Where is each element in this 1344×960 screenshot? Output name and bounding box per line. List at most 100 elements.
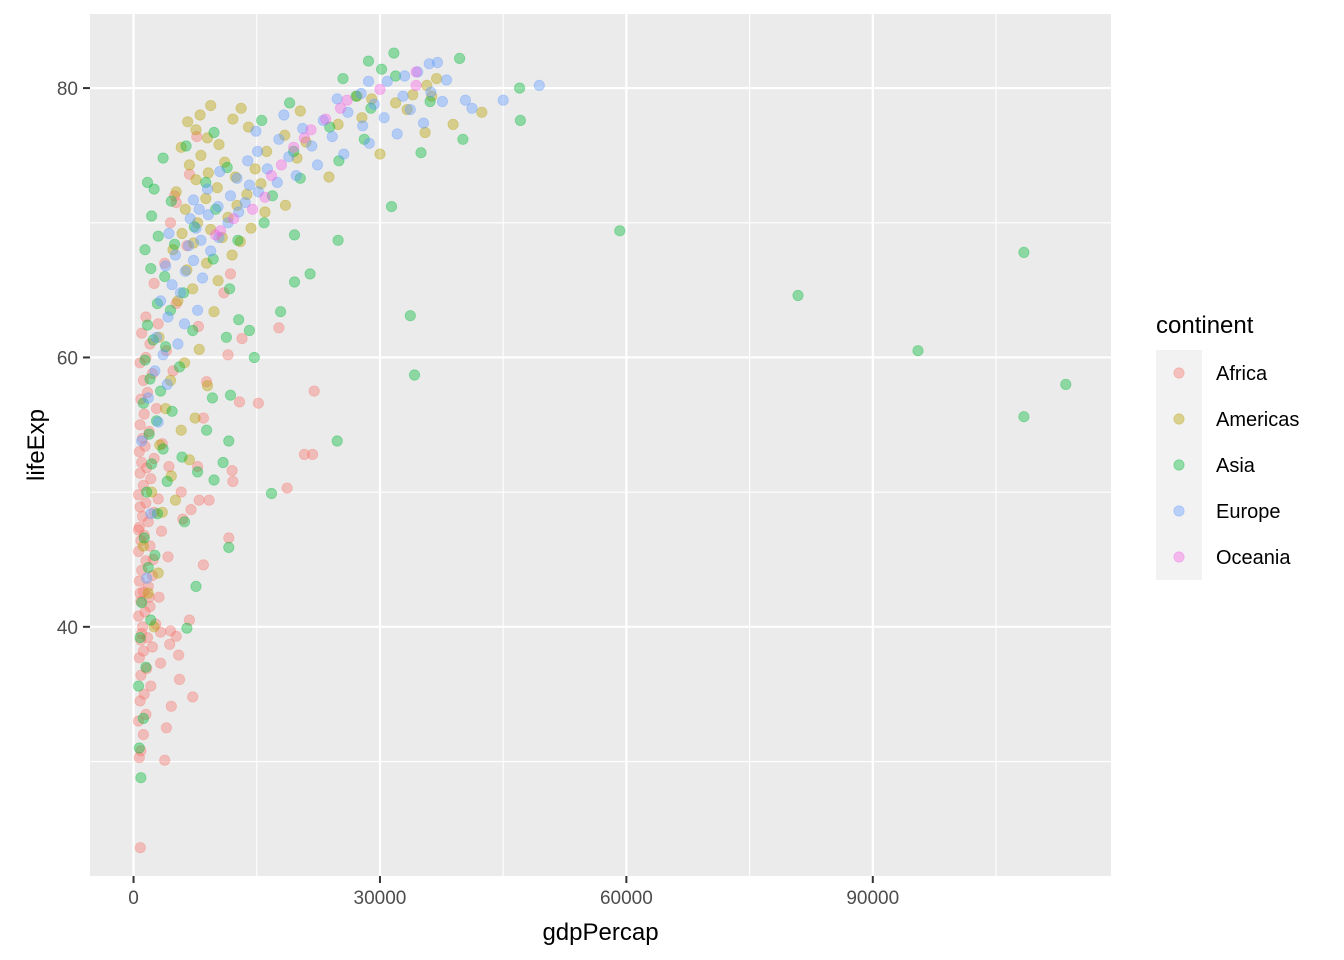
data-point: [252, 186, 264, 198]
data-point: [160, 341, 172, 353]
data-point: [190, 222, 202, 234]
series-americas: [137, 73, 488, 633]
data-point: [159, 257, 171, 269]
data-point: [208, 306, 220, 318]
data-point: [362, 75, 375, 87]
data-point: [341, 94, 353, 106]
series-asia: [132, 47, 1072, 784]
data-point: [173, 361, 186, 373]
data-point: [163, 460, 175, 473]
data-point: [201, 183, 214, 195]
data-point: [218, 287, 230, 299]
y-tick-label: 80: [57, 79, 78, 100]
data-point: [203, 494, 215, 506]
legend-title: continent: [1156, 312, 1254, 339]
data-point: [187, 691, 199, 703]
data-point: [294, 172, 306, 184]
data-point: [181, 240, 193, 252]
data-point: [139, 244, 151, 256]
data-point: [141, 572, 153, 584]
data-point: [169, 238, 181, 250]
data-point: [133, 575, 145, 587]
data-point: [132, 610, 145, 622]
data-point: [410, 79, 422, 92]
data-point: [459, 94, 471, 106]
x-tick-label: 90000: [846, 888, 899, 909]
data-point: [208, 126, 220, 139]
data-point: [164, 638, 176, 650]
data-point: [351, 90, 363, 102]
data-point: [136, 456, 148, 469]
data-point: [181, 622, 193, 634]
data-point: [148, 506, 160, 518]
data-point: [190, 124, 202, 136]
data-point: [141, 319, 154, 331]
data-point: [424, 95, 436, 108]
data-point: [183, 159, 195, 171]
data-point: [137, 728, 149, 741]
data-point: [417, 117, 430, 129]
data-point: [378, 112, 390, 124]
data-point: [207, 253, 219, 265]
data-point: [142, 580, 154, 593]
data-point: [133, 742, 145, 754]
data-point: [266, 190, 278, 202]
data-point: [175, 486, 187, 498]
data-point: [1018, 246, 1030, 258]
data-point: [150, 402, 163, 415]
data-point: [169, 249, 181, 261]
data-point: [385, 201, 398, 213]
data-point: [152, 318, 164, 330]
data-point: [283, 97, 296, 109]
data-point: [397, 90, 409, 102]
data-point: [197, 412, 209, 424]
series-africa: [132, 131, 320, 854]
data-point: [167, 365, 179, 377]
data-point: [306, 140, 318, 152]
data-point: [152, 493, 164, 505]
data-point: [192, 460, 204, 473]
data-point: [243, 324, 255, 337]
data-point: [133, 652, 145, 664]
data-point: [305, 124, 317, 136]
data-point: [205, 245, 217, 257]
data-point: [145, 614, 157, 626]
data-point: [166, 279, 178, 291]
data-point: [141, 631, 154, 644]
data-point: [140, 708, 152, 721]
data-point: [140, 661, 152, 673]
data-point: [139, 440, 151, 452]
data-point: [169, 494, 181, 506]
data-point: [164, 625, 177, 637]
data-point: [222, 211, 234, 223]
data-point: [233, 396, 246, 408]
data-point: [153, 591, 165, 603]
data-point: [170, 186, 182, 198]
data-point: [136, 327, 148, 339]
data-point: [148, 621, 160, 633]
data-point: [288, 145, 300, 157]
data-point: [182, 116, 194, 128]
data-point: [404, 310, 416, 322]
data-point: [224, 283, 236, 295]
data-point: [132, 545, 145, 558]
data-point: [201, 380, 214, 392]
data-point: [155, 385, 167, 397]
data-point: [291, 152, 303, 164]
data-point: [214, 166, 226, 178]
data-point: [146, 367, 158, 380]
data-point: [134, 357, 146, 369]
data-point: [133, 521, 145, 533]
data-point: [135, 745, 147, 757]
data-point: [132, 715, 145, 727]
data-point: [146, 641, 158, 653]
data-point: [401, 104, 413, 116]
data-point: [194, 109, 206, 121]
data-point: [136, 435, 148, 447]
data-point: [183, 454, 195, 466]
data-point: [323, 171, 335, 183]
data-point: [165, 195, 177, 207]
data-point: [172, 295, 184, 307]
x-tick-label: 0: [128, 888, 139, 909]
data-point: [151, 508, 163, 520]
